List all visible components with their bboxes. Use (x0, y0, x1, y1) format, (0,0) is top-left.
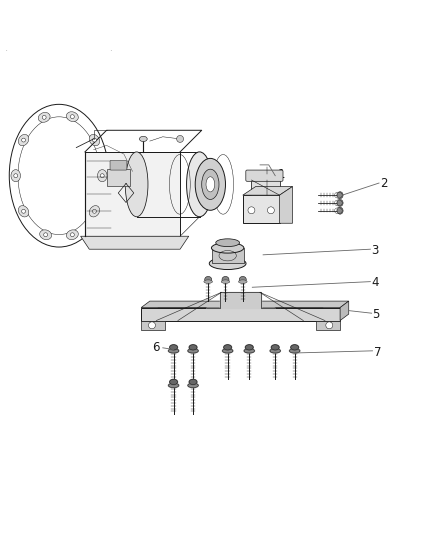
Circle shape (268, 207, 274, 214)
Ellipse shape (98, 169, 107, 182)
Ellipse shape (195, 158, 226, 211)
Ellipse shape (189, 345, 197, 350)
Ellipse shape (9, 104, 109, 247)
Ellipse shape (18, 134, 29, 146)
Ellipse shape (245, 345, 253, 350)
Ellipse shape (202, 169, 219, 199)
Ellipse shape (206, 177, 215, 192)
Ellipse shape (89, 134, 100, 146)
FancyBboxPatch shape (212, 248, 244, 263)
Ellipse shape (92, 138, 96, 142)
Ellipse shape (67, 112, 78, 122)
Circle shape (177, 135, 184, 142)
Text: 2: 2 (380, 176, 387, 190)
Ellipse shape (89, 206, 100, 217)
Ellipse shape (139, 136, 147, 142)
Ellipse shape (168, 383, 179, 387)
Ellipse shape (222, 277, 229, 282)
Circle shape (326, 322, 333, 329)
Circle shape (148, 322, 155, 329)
FancyBboxPatch shape (110, 160, 127, 170)
Ellipse shape (21, 209, 25, 213)
Text: 3: 3 (372, 244, 379, 257)
Ellipse shape (291, 345, 299, 350)
Circle shape (248, 207, 255, 214)
Polygon shape (141, 320, 165, 330)
Text: 1: 1 (277, 168, 285, 181)
Ellipse shape (337, 199, 343, 206)
Ellipse shape (244, 349, 254, 353)
Ellipse shape (67, 230, 78, 240)
Polygon shape (206, 293, 275, 308)
Ellipse shape (337, 192, 343, 199)
Ellipse shape (290, 349, 300, 353)
FancyBboxPatch shape (246, 170, 283, 181)
Text: 7: 7 (374, 345, 381, 359)
Ellipse shape (187, 152, 212, 217)
Ellipse shape (14, 174, 18, 177)
Ellipse shape (125, 152, 148, 217)
Ellipse shape (271, 345, 279, 350)
Polygon shape (243, 187, 293, 195)
Ellipse shape (223, 349, 233, 353)
Ellipse shape (18, 206, 29, 217)
Ellipse shape (204, 280, 212, 284)
Ellipse shape (92, 209, 96, 213)
Ellipse shape (71, 233, 74, 237)
Ellipse shape (44, 233, 48, 237)
FancyBboxPatch shape (85, 152, 180, 236)
Ellipse shape (21, 138, 25, 142)
FancyBboxPatch shape (243, 195, 279, 223)
Ellipse shape (71, 115, 74, 119)
Ellipse shape (100, 174, 104, 177)
Ellipse shape (38, 112, 50, 122)
Ellipse shape (188, 349, 198, 353)
Ellipse shape (170, 379, 177, 384)
Ellipse shape (238, 280, 247, 284)
Ellipse shape (239, 277, 246, 282)
Polygon shape (279, 187, 293, 223)
FancyBboxPatch shape (106, 169, 131, 187)
Polygon shape (316, 320, 340, 330)
Text: 6: 6 (152, 341, 159, 354)
Ellipse shape (205, 277, 212, 282)
Ellipse shape (212, 243, 244, 253)
Ellipse shape (337, 207, 343, 214)
Polygon shape (251, 180, 279, 195)
Ellipse shape (221, 280, 230, 284)
Polygon shape (340, 301, 349, 320)
Ellipse shape (224, 345, 232, 350)
Ellipse shape (40, 230, 52, 240)
Ellipse shape (188, 383, 198, 387)
Polygon shape (81, 236, 189, 249)
FancyBboxPatch shape (141, 308, 340, 320)
Ellipse shape (11, 169, 21, 182)
Ellipse shape (189, 379, 197, 384)
Ellipse shape (216, 239, 240, 247)
Ellipse shape (168, 349, 179, 353)
Ellipse shape (42, 116, 46, 119)
Ellipse shape (209, 257, 246, 270)
Text: 5: 5 (372, 308, 380, 321)
Ellipse shape (170, 345, 177, 350)
Ellipse shape (270, 349, 280, 353)
Polygon shape (141, 301, 349, 308)
Text: 4: 4 (372, 277, 379, 289)
